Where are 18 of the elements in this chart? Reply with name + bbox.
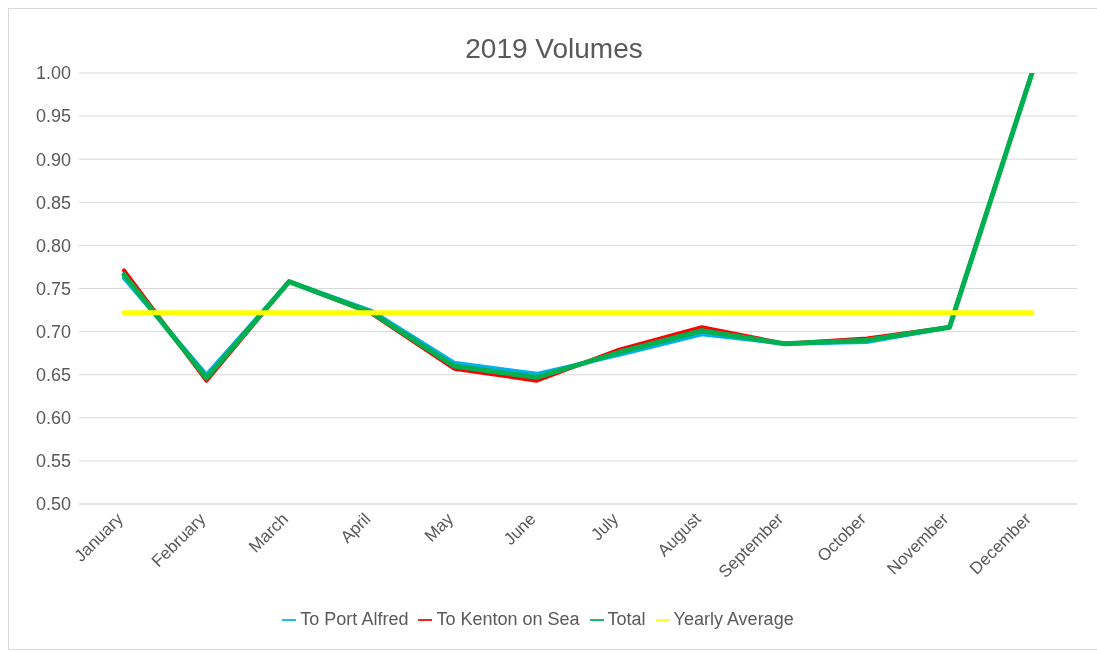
y-tick-label: 0.75 bbox=[35, 278, 71, 299]
y-tick-label: 0.85 bbox=[35, 192, 71, 213]
x-tick-label: July bbox=[587, 509, 623, 545]
y-tick-label: 0.55 bbox=[35, 451, 71, 472]
legend-label: Yearly Average bbox=[673, 609, 794, 629]
legend-label: To Kenton on Sea bbox=[436, 609, 580, 629]
legend-label: Total bbox=[607, 609, 646, 629]
chart-title: 2019 Volumes bbox=[464, 33, 644, 65]
y-tick-label: 0.95 bbox=[35, 106, 71, 127]
y-tick-label: 0.65 bbox=[35, 365, 71, 386]
legend-label: To Port Alfred bbox=[300, 609, 409, 629]
y-tick-label: 1.00 bbox=[35, 63, 71, 84]
x-tick-label: May bbox=[420, 509, 458, 546]
y-tick-label: 0.90 bbox=[35, 149, 71, 170]
y-tick-label: 0.70 bbox=[35, 321, 71, 342]
y-tick-label: 0.50 bbox=[35, 494, 71, 515]
y-tick-label: 0.60 bbox=[35, 408, 71, 429]
y-tick-label: 0.80 bbox=[35, 235, 71, 256]
